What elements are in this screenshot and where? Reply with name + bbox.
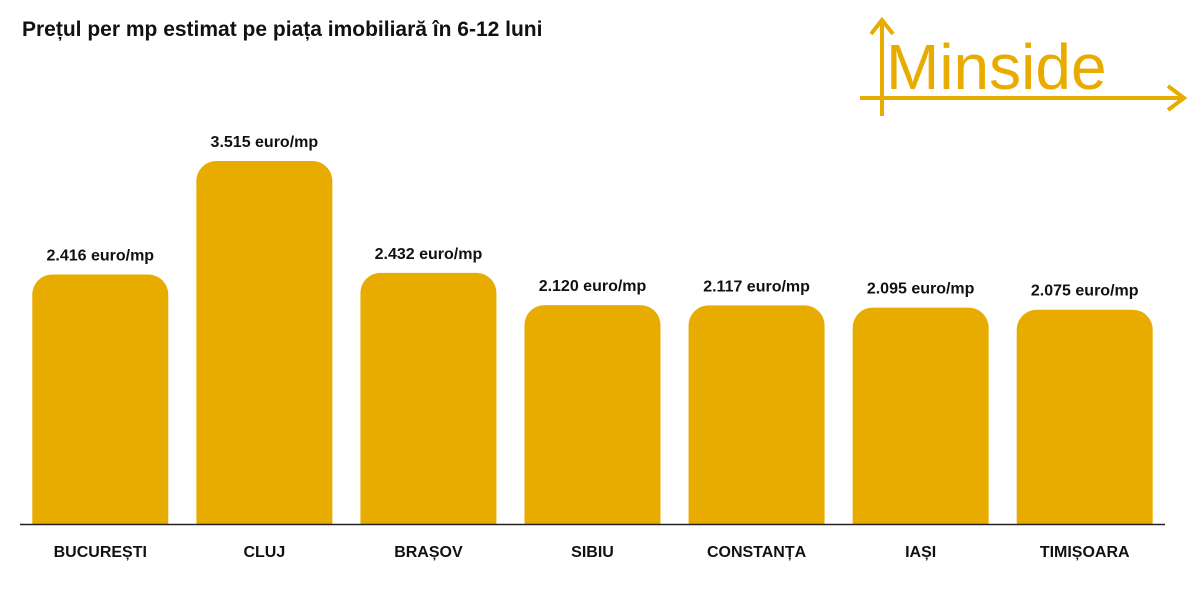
bar-timișoara xyxy=(1016,309,1153,542)
logo-text: Minside xyxy=(886,31,1107,103)
data-label: 3.515 euro/mp xyxy=(211,134,319,151)
category-label: BUCUREȘTI xyxy=(54,544,147,561)
category-label: CONSTANȚA xyxy=(707,544,807,561)
category-label: IAȘI xyxy=(905,544,936,561)
minside-logo: Minside xyxy=(856,14,1192,120)
category-label: CLUJ xyxy=(243,544,285,561)
bar-iași xyxy=(852,307,989,542)
data-label: 2.416 euro/mp xyxy=(46,247,154,264)
data-label: 2.432 euro/mp xyxy=(375,246,483,263)
bar-bucurești xyxy=(32,274,169,542)
data-label: 2.117 euro/mp xyxy=(703,278,810,295)
data-label: 2.095 euro/mp xyxy=(867,281,975,298)
bar-cluj xyxy=(196,161,333,542)
chart-title: Prețul per mp estimat pe piața imobiliar… xyxy=(22,18,543,41)
bar-brașov xyxy=(360,272,497,542)
category-label: BRAȘOV xyxy=(394,544,463,561)
bar-sibiu xyxy=(524,305,661,542)
category-label: SIBIU xyxy=(571,544,614,561)
baseline-mask xyxy=(0,525,1200,547)
data-label: 2.075 euro/mp xyxy=(1031,283,1139,300)
category-label: TIMIȘOARA xyxy=(1040,544,1130,561)
axes-arrows-logo-icon xyxy=(860,16,1188,116)
bar-constanța xyxy=(688,305,825,542)
data-label: 2.120 euro/mp xyxy=(539,278,647,295)
